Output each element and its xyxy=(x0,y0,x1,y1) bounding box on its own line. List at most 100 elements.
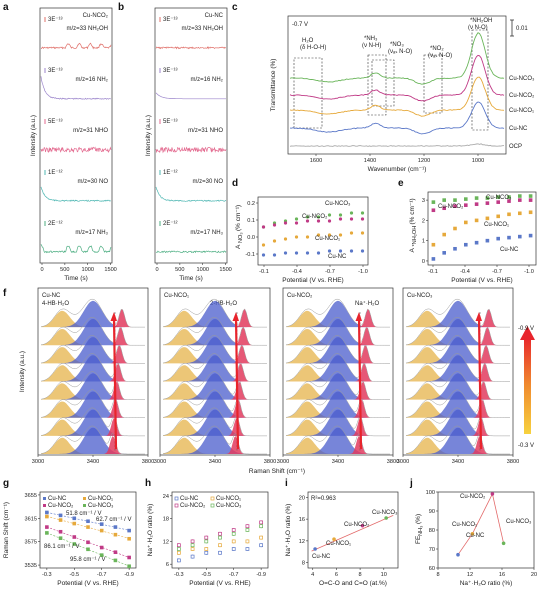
panel-c-band-box xyxy=(367,54,387,116)
panel-f-peak-2hb xyxy=(41,427,145,454)
panel-h-ytick-label: 12 xyxy=(163,539,169,545)
panel-f-envelope xyxy=(405,389,510,418)
panel-h-point xyxy=(245,539,250,544)
panel-e-point xyxy=(518,234,522,239)
panel-f-envelope xyxy=(40,353,145,382)
panel-h-xlabel: Potential (V vs. RHE) xyxy=(189,580,250,587)
panel-d-point xyxy=(316,233,321,237)
panel-h-point xyxy=(204,547,209,551)
panel-a-scale-label: 3E⁻¹³ xyxy=(48,17,63,23)
panel-f-note: 4-HB·H₂O xyxy=(42,301,69,307)
panel-f-peak-4hb xyxy=(406,383,510,400)
panel-f-peak-4hb xyxy=(286,329,390,346)
panel-g-legend-label: Cu-NC xyxy=(48,496,67,502)
panel-f-peak-4hb xyxy=(41,383,145,400)
panel-f-xtick-label: 3400 xyxy=(452,459,464,465)
panel-e-point xyxy=(442,251,446,255)
panel-j-point xyxy=(470,532,475,536)
panel-f-envelope xyxy=(162,298,267,328)
panel-letter-g: g xyxy=(3,478,9,489)
panel-f-envelope xyxy=(405,407,510,437)
panel-f-peak-na xyxy=(286,399,390,418)
panel-j-ytick-label: 100 xyxy=(426,490,435,496)
panel-j-ylabel-unit: (%) xyxy=(415,514,422,524)
panel-g-ytick-label: 3655 xyxy=(25,493,37,499)
panel-f-peak-4hb xyxy=(286,310,390,328)
panel-letter-i: i xyxy=(285,478,288,489)
panel-f-peak-2hb xyxy=(41,391,145,418)
panel-e-point xyxy=(464,203,468,207)
panel-h-legend-label: Cu-NC xyxy=(180,496,199,502)
panel-a-trace-label: m/z=16 NH₂ xyxy=(75,77,108,83)
panel-h-point xyxy=(231,531,236,536)
panel-f-peak-2hb xyxy=(286,337,390,364)
panel-h-point xyxy=(177,558,181,563)
panel-d-ylabel: A xyxy=(235,244,242,249)
panel-f-peak-2hb xyxy=(406,409,510,436)
panel-f-peak-2hb xyxy=(41,300,145,328)
panel-g-xtick-label: -0.3 xyxy=(42,572,52,578)
panel-f-peak-na xyxy=(286,381,390,400)
panel-g-legend-marker xyxy=(43,497,46,500)
panel-f-envelope xyxy=(40,425,145,455)
panel-i-point xyxy=(313,547,317,551)
panel-a-scale-label: 3E⁻¹³ xyxy=(48,68,63,74)
panel-f-envelope xyxy=(405,298,510,328)
panel-h-point xyxy=(177,550,181,555)
panel-d-series-label: Cu-NCO₃ xyxy=(325,201,351,207)
panel-d-point xyxy=(261,253,266,257)
panel-e-point xyxy=(518,211,522,216)
panel-f-xtick-label: 3400 xyxy=(87,459,99,465)
panel-h-point xyxy=(259,524,263,529)
panel-f-peak-4hb xyxy=(286,347,390,364)
panel-d-series-label: Cu-NCO₂ xyxy=(302,214,328,220)
panel-b-trace xyxy=(155,92,226,100)
panel-i-xlabel: O=C-O and C=O (at.%) xyxy=(319,580,387,587)
panel-c-xtick-label: 1600 xyxy=(310,158,322,164)
panel-e-xtick-label: -0.7 xyxy=(492,269,502,275)
panel-f-envelope xyxy=(40,335,145,364)
panel-h-point xyxy=(231,547,236,551)
panel-f-arrow-head xyxy=(355,312,362,321)
panel-f-peak-2hb xyxy=(163,391,267,418)
panel-f-envelope xyxy=(40,298,145,328)
panel-b-scale-label: 3E⁻¹³ xyxy=(163,68,178,74)
panel-f-peak-4hb xyxy=(163,383,267,400)
panel-f-peak-na xyxy=(406,418,510,436)
panel-b-frame xyxy=(154,7,228,264)
panel-e-point xyxy=(442,232,446,237)
panel-f-peak-na xyxy=(163,363,267,382)
panel-f-shift-arrow xyxy=(357,317,363,450)
panel-e-point xyxy=(507,212,511,217)
panel-g-legend-marker xyxy=(43,504,46,507)
panel-f-peak-na xyxy=(406,381,510,400)
panel-e-point xyxy=(431,242,436,247)
panel-g-legend-label: Cu-NCO₃ xyxy=(88,503,114,509)
panel-e-point xyxy=(485,238,490,243)
panel-f-peak-na xyxy=(406,309,510,328)
panel-d-point xyxy=(283,221,288,225)
panel-f-peak-4hb xyxy=(286,383,390,400)
panel-i-xtick-label: 10 xyxy=(381,572,387,578)
panel-h-point xyxy=(190,539,195,544)
panel-g-xtick-label: -0.7 xyxy=(97,572,107,578)
panel-f-peak-2hb xyxy=(286,373,390,400)
panel-e-point xyxy=(507,195,511,199)
panel-f-peak-na xyxy=(286,327,390,346)
panel-f-peak-2hb xyxy=(286,319,390,346)
panel-a-title: Cu-NCO₂ xyxy=(83,13,109,19)
panel-b-scale-label: 5E⁻¹³ xyxy=(163,119,178,125)
panel-b-trace xyxy=(155,186,227,203)
panel-h-legend-label: Cu-NCO₂ xyxy=(180,503,206,509)
panel-a-scale-label: 2E⁻¹² xyxy=(48,221,63,227)
panel-f-shift-arrow xyxy=(112,317,118,450)
panel-g-ylabel: Raman Shift (cm⁻¹) xyxy=(3,502,10,558)
panel-d-point xyxy=(338,213,343,217)
panel-b-xtick-label: 1000 xyxy=(196,267,208,273)
panel-e-point xyxy=(431,257,436,261)
panel-f-xtick-label: 3000 xyxy=(154,459,166,465)
panel-a-ylabel: Intensity (a.u.) xyxy=(30,115,37,156)
panel-h-point xyxy=(245,528,250,532)
panel-f-peak-4hb xyxy=(406,310,510,328)
